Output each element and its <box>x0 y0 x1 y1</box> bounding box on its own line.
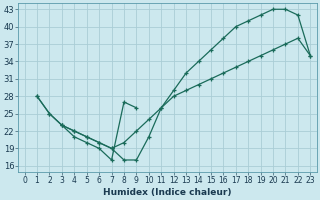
X-axis label: Humidex (Indice chaleur): Humidex (Indice chaleur) <box>103 188 232 197</box>
